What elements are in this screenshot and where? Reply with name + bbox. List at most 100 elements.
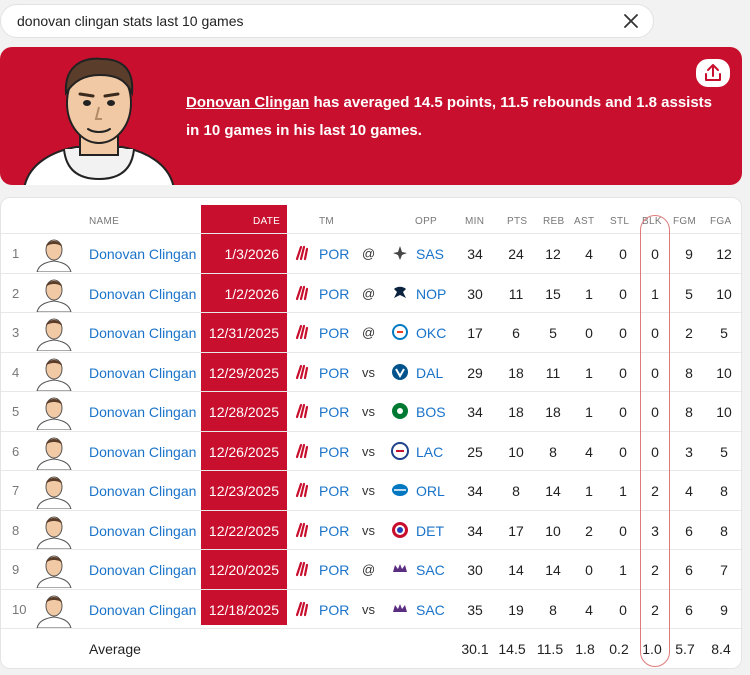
home-away: @ <box>362 246 376 261</box>
stat-fga: 8 <box>720 483 728 499</box>
team-link[interactable]: POR <box>319 522 350 539</box>
opponent-link[interactable]: DAL <box>416 364 444 381</box>
team-link[interactable]: POR <box>319 601 350 618</box>
stat-stl: 0 <box>619 404 627 420</box>
stat-stl: 0 <box>619 522 627 539</box>
opponent-link[interactable]: SAC <box>416 562 445 578</box>
team-link[interactable]: POR <box>319 483 350 499</box>
player-name-link[interactable]: Donovan Clingan <box>186 94 310 111</box>
stat-fga: 8 <box>720 522 728 539</box>
game-date: 12/31/2025 <box>208 325 279 341</box>
player-link[interactable]: Donovan Clingan <box>89 285 197 302</box>
stat-blk: 2 <box>651 562 659 578</box>
stat-reb: 8 <box>549 601 557 618</box>
player-link[interactable]: Donovan Clingan <box>89 325 197 341</box>
stat-pts: 18 <box>508 404 524 420</box>
stat-ast: 1 <box>585 404 593 420</box>
stat-min: 29 <box>467 364 483 381</box>
team-link[interactable]: POR <box>319 325 350 341</box>
header-reb[interactable]: REB <box>543 216 565 227</box>
opponent-link[interactable]: NOP <box>416 285 447 302</box>
header-stl[interactable]: STL <box>610 216 630 227</box>
opponent-link[interactable]: ORL <box>416 483 445 499</box>
home-away: vs <box>362 443 375 459</box>
stat-stl: 0 <box>619 246 627 262</box>
search-bar[interactable]: donovan clingan stats last 10 games <box>0 4 654 38</box>
header-pts[interactable]: PTS <box>507 216 528 227</box>
avg-fgm: 5.7 <box>675 641 695 657</box>
header-date[interactable]: DATE <box>253 216 281 227</box>
stat-fgm: 2 <box>685 325 693 341</box>
stat-fgm: 5 <box>685 285 693 302</box>
header-fga[interactable]: FGA <box>710 216 732 227</box>
stat-ast: 1 <box>585 285 593 302</box>
table-row: 4 Donovan Clingan 12/29/2025 POR vs DAL 29 18 11… <box>1 351 743 392</box>
avg-stl: 0.2 <box>609 641 629 657</box>
blazers-logo-icon <box>295 364 309 379</box>
stat-stl: 1 <box>619 483 627 499</box>
stat-reb: 14 <box>545 483 561 499</box>
opponent-link[interactable]: OKC <box>416 325 447 341</box>
opponent-link[interactable]: SAS <box>416 246 445 262</box>
blazers-logo-icon <box>295 245 309 261</box>
player-thumbnail <box>36 516 72 549</box>
search-input[interactable]: donovan clingan stats last 10 games <box>17 13 244 29</box>
stat-pts: 17 <box>508 522 524 539</box>
home-away: @ <box>362 325 376 340</box>
opponent-link[interactable]: SAC <box>416 601 445 618</box>
opponent-link[interactable]: LAC <box>416 443 444 460</box>
stat-stl: 0 <box>619 364 627 381</box>
stat-pts: 8 <box>512 483 520 499</box>
player-thumbnail <box>36 595 72 628</box>
player-link[interactable]: Donovan Clingan <box>89 601 197 618</box>
stat-blk: 0 <box>651 325 659 341</box>
player-thumbnail <box>36 397 72 430</box>
team-link[interactable]: POR <box>319 443 350 460</box>
header-fgm[interactable]: FGM <box>673 216 697 227</box>
header-name[interactable]: NAME <box>89 216 120 227</box>
player-link[interactable]: Donovan Clingan <box>89 562 197 578</box>
share-icon <box>705 64 721 81</box>
stat-fgm: 8 <box>685 404 693 420</box>
stat-reb: 12 <box>545 246 561 262</box>
player-link[interactable]: Donovan Clingan <box>89 443 197 460</box>
kings-logo-icon <box>393 603 407 612</box>
player-link[interactable]: Donovan Clingan <box>89 364 197 381</box>
stat-reb: 10 <box>545 522 561 539</box>
table-row: 7 Donovan Clingan 12/23/2025 POR vs ORL 34 8 14 1… <box>1 470 743 510</box>
share-button[interactable] <box>696 59 730 87</box>
opponent-link[interactable]: DET <box>416 522 444 539</box>
player-thumbnail <box>36 476 72 509</box>
header-ast[interactable]: AST <box>574 216 595 227</box>
opponent-link[interactable]: BOS <box>416 404 446 420</box>
team-link[interactable]: POR <box>319 364 350 381</box>
stat-min: 30 <box>467 285 483 302</box>
table-row: 5 Donovan Clingan 12/28/2025 POR vs BOS 34 18 18… <box>1 391 743 431</box>
player-thumbnail <box>36 555 72 588</box>
stat-min: 34 <box>467 522 483 539</box>
player-link[interactable]: Donovan Clingan <box>89 404 197 420</box>
stat-pts: 10 <box>508 443 524 460</box>
blazers-logo-icon <box>295 443 309 458</box>
team-link[interactable]: POR <box>319 285 350 302</box>
header-blk[interactable]: BLK <box>642 216 662 227</box>
home-away: vs <box>362 404 375 419</box>
stat-stl: 0 <box>619 601 627 618</box>
stat-blk: 2 <box>651 601 659 618</box>
blazers-logo-icon <box>295 522 309 537</box>
header-tm[interactable]: TM <box>319 216 335 227</box>
team-link[interactable]: POR <box>319 404 350 420</box>
close-icon[interactable] <box>621 11 641 31</box>
team-link[interactable]: POR <box>319 562 350 578</box>
stat-min: 34 <box>467 246 483 262</box>
stat-fga: 10 <box>716 364 732 381</box>
player-link[interactable]: Donovan Clingan <box>89 522 197 539</box>
header-opp[interactable]: OPP <box>415 216 438 227</box>
team-link[interactable]: POR <box>319 246 350 262</box>
avg-ast: 1.8 <box>575 641 595 657</box>
pistons-logo-icon <box>392 521 408 538</box>
player-link[interactable]: Donovan Clingan <box>89 246 197 262</box>
table-row: 8 Donovan Clingan 12/22/2025 POR vs DET 34 17 10… <box>1 509 743 550</box>
header-min[interactable]: MIN <box>465 216 485 227</box>
player-link[interactable]: Donovan Clingan <box>89 483 197 499</box>
